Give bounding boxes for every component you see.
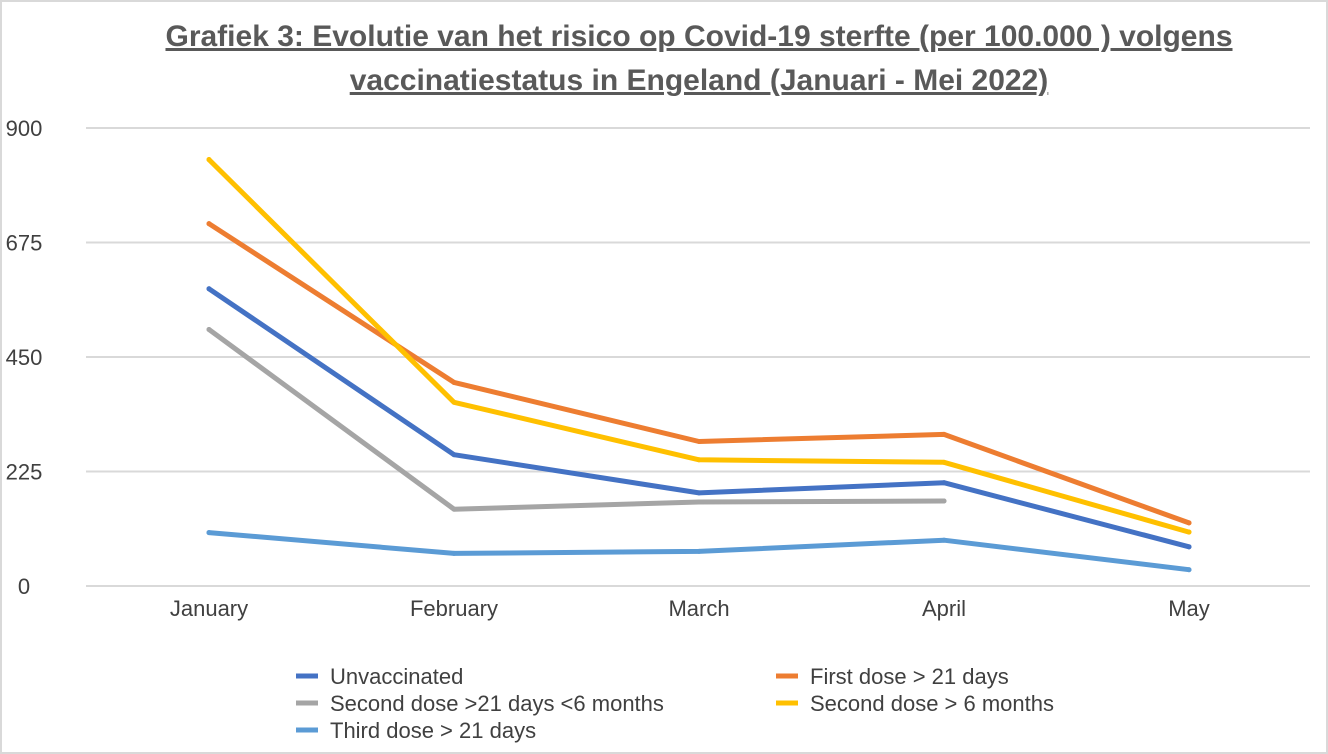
y-tick-label: 450 [6,345,43,370]
data-point [696,490,702,496]
chart-title-line-1: Grafiek 3: Evolutie van het risico op Co… [165,20,1232,53]
x-axis-ticks: January February March April May [170,596,1210,621]
y-tick-label: 675 [6,231,43,256]
data-point [941,537,947,543]
chart-title-line-2: vaccinatiestatus in Engeland (Januari - … [350,64,1049,97]
data-point [1186,544,1192,550]
data-point [451,379,457,385]
data-point [1186,567,1192,573]
legend-item: First dose > 21 days [776,664,1009,689]
data-point [206,157,212,163]
data-point [451,506,457,512]
data-point [941,431,947,437]
y-axis-ticks: 0 225 450 675 900 [6,116,43,599]
series-lines [206,157,1192,573]
data-point [941,498,947,504]
data-point [1186,529,1192,535]
data-point [206,221,212,227]
x-tick-label: January [170,596,248,621]
series-line-second-dose-21-days-6-months [206,327,947,512]
data-point [941,480,947,486]
data-point [696,548,702,554]
legend-label: First dose > 21 days [810,664,1009,689]
data-point [941,459,947,465]
x-tick-label: March [668,596,729,621]
data-point [206,530,212,536]
legend-item: Second dose >21 days <6 months [296,691,664,716]
chart-title: Grafiek 3: Evolutie van het risico op Co… [165,20,1232,97]
y-tick-label: 225 [6,460,43,485]
legend-label: Unvaccinated [330,664,463,689]
x-tick-label: May [1168,596,1210,621]
data-point [451,399,457,405]
legend-item: Unvaccinated [296,664,463,689]
data-point [451,550,457,556]
legend-item: Third dose > 21 days [296,718,536,743]
legend-item: Second dose > 6 months [776,691,1054,716]
data-point [451,452,457,458]
y-tick-label: 900 [6,116,43,141]
y-tick-label: 0 [18,574,30,599]
data-point [696,457,702,463]
x-tick-label: April [922,596,966,621]
data-point [696,438,702,444]
legend-label: Second dose > 6 months [810,691,1054,716]
data-point [1186,520,1192,526]
data-point [206,286,212,292]
legend-label: Third dose > 21 days [330,718,536,743]
x-tick-label: February [410,596,498,621]
data-point [696,499,702,505]
legend-label: Second dose >21 days <6 months [330,691,664,716]
data-point [206,327,212,333]
